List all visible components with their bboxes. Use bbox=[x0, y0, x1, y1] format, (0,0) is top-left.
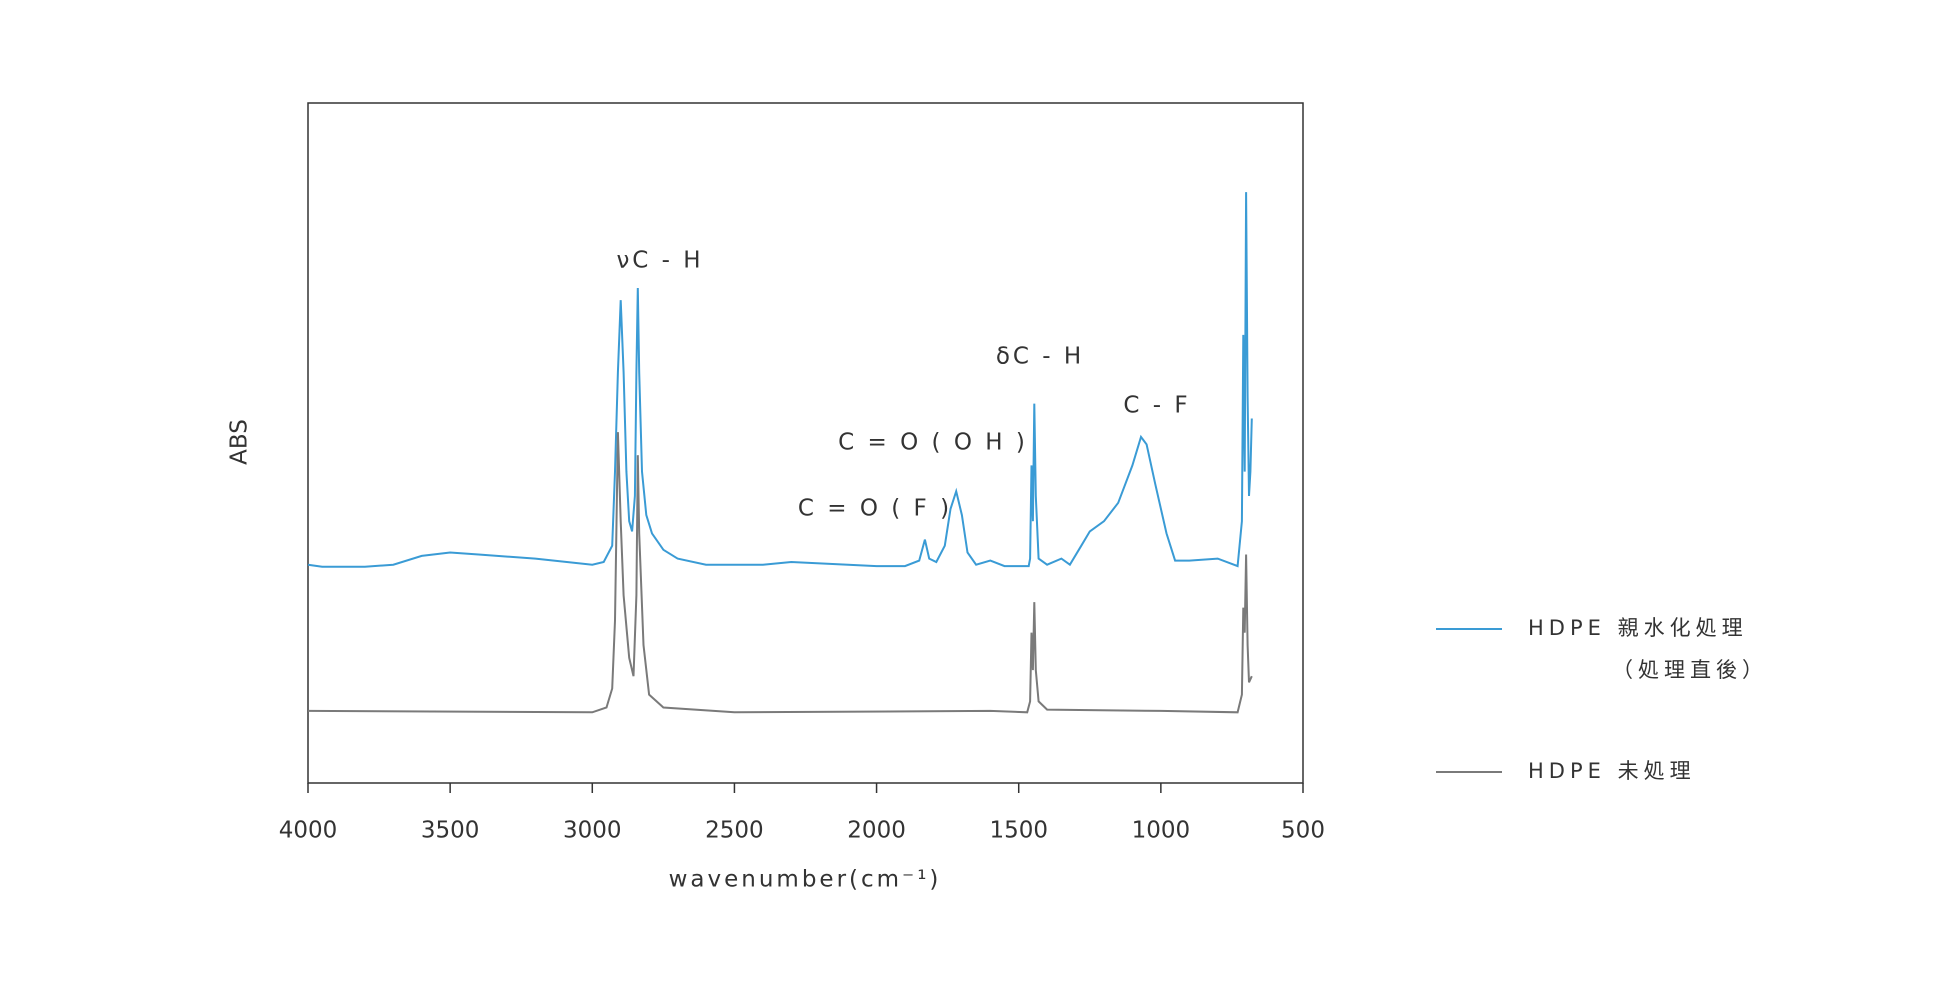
x-tick-label: 500 bbox=[1281, 818, 1325, 844]
annotation: C - F bbox=[1123, 393, 1190, 419]
annotation: C = O ( F ) bbox=[798, 496, 952, 522]
x-tick-label: 1000 bbox=[1132, 818, 1191, 844]
x-tick-label: 1500 bbox=[989, 818, 1048, 844]
x-tick-label: 2000 bbox=[847, 818, 906, 844]
x-tick-label: 2500 bbox=[705, 818, 764, 844]
x-tick-label: 4000 bbox=[279, 818, 338, 844]
legend-label: HDPE 未処理 bbox=[1528, 759, 1696, 783]
annotation: δC - H bbox=[996, 344, 1084, 370]
annotation: C = O ( O H ) bbox=[838, 430, 1028, 456]
spectrum-line bbox=[307, 432, 1253, 714]
y-axis-label: ABS bbox=[227, 419, 253, 465]
x-axis-label: wavenumber(cm⁻¹) bbox=[669, 867, 942, 893]
legend-line: HDPE 親水化処理 bbox=[1528, 616, 1748, 640]
annotation: νC - H bbox=[616, 248, 703, 274]
legend-label: HDPE 親水化処理 （処理直後） bbox=[1528, 616, 1768, 682]
spectrum-line bbox=[307, 192, 1253, 568]
x-tick-label: 3500 bbox=[421, 818, 480, 844]
legend-line: （処理直後） bbox=[1612, 658, 1768, 682]
x-tick-label: 3000 bbox=[563, 818, 622, 844]
plot-frame bbox=[307, 102, 1304, 784]
